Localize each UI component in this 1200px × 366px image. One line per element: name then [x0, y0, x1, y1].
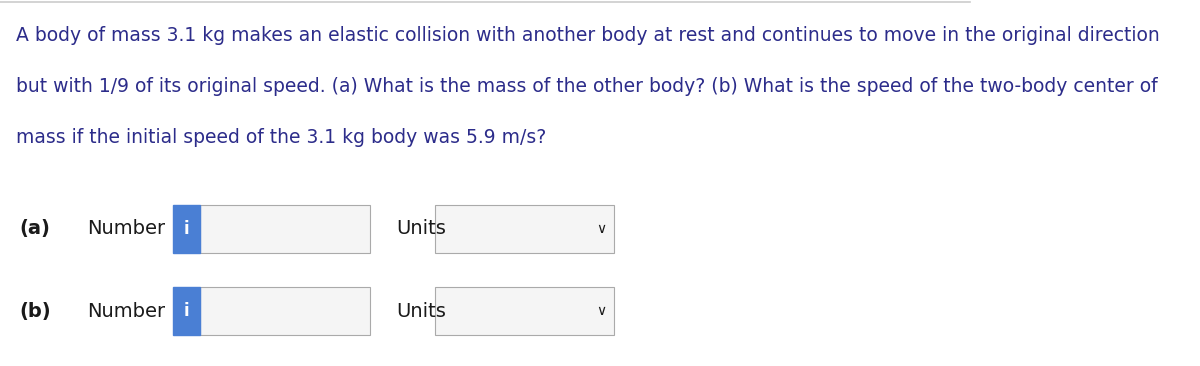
Text: (a): (a) [19, 219, 50, 238]
Text: Number: Number [88, 302, 166, 321]
FancyBboxPatch shape [200, 287, 370, 335]
Text: ∨: ∨ [596, 304, 607, 318]
Text: ∨: ∨ [596, 222, 607, 236]
Text: A body of mass 3.1 kg makes an elastic collision with another body at rest and c: A body of mass 3.1 kg makes an elastic c… [17, 26, 1160, 45]
Text: Units: Units [396, 219, 446, 238]
Text: but with 1/9 of its original speed. (a) What is the mass of the other body? (b) : but with 1/9 of its original speed. (a) … [17, 77, 1158, 96]
FancyBboxPatch shape [173, 287, 200, 335]
Text: (b): (b) [19, 302, 52, 321]
Text: i: i [184, 220, 190, 238]
FancyBboxPatch shape [200, 205, 370, 253]
Text: Number: Number [88, 219, 166, 238]
Text: Units: Units [396, 302, 446, 321]
FancyBboxPatch shape [434, 205, 614, 253]
Text: mass if the initial speed of the 3.1 kg body was 5.9 m/s?: mass if the initial speed of the 3.1 kg … [17, 128, 547, 147]
FancyBboxPatch shape [434, 287, 614, 335]
FancyBboxPatch shape [173, 205, 200, 253]
Text: i: i [184, 302, 190, 320]
